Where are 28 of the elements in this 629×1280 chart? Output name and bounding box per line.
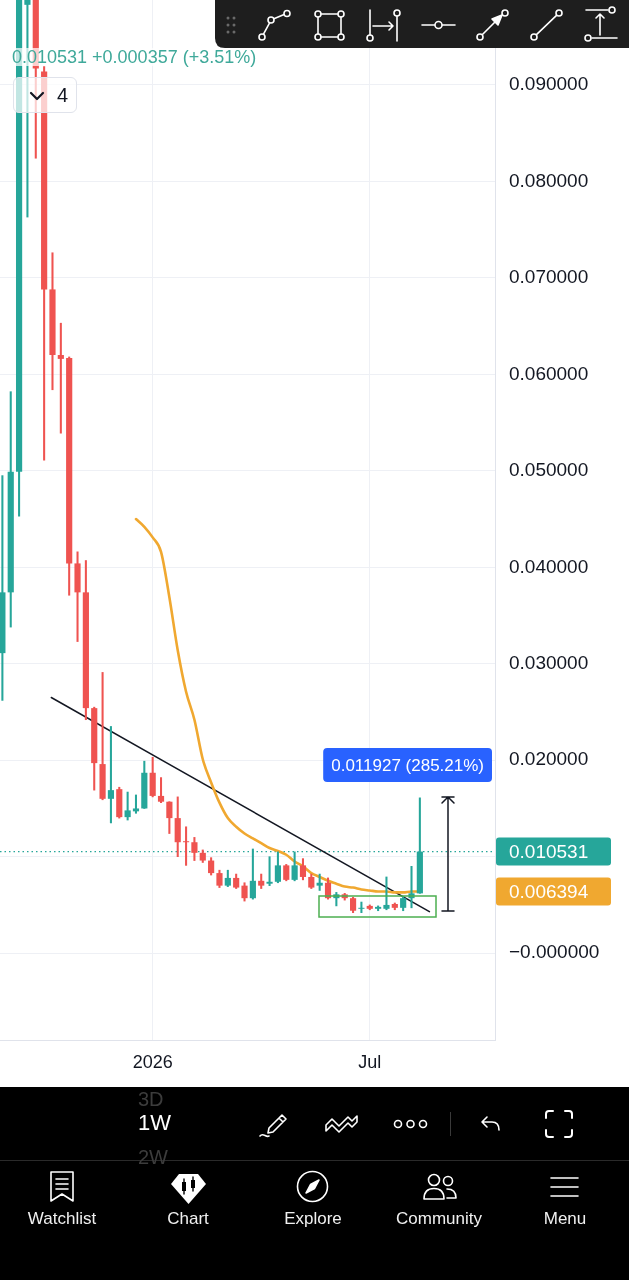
text: 2W <box>138 1145 168 1169</box>
text: Chart <box>166 1208 210 1230</box>
text: Community <box>395 1208 483 1230</box>
x-tick-label: 2026 <box>132 1051 173 1072</box>
x-tick-label: Jul <box>358 1051 382 1072</box>
y-tick-label: 0.060000 <box>509 362 589 384</box>
y-tick-label: −0.000000 <box>509 941 600 963</box>
ref-line-label: 0.010531 <box>509 840 589 862</box>
y-tick-label: 0.020000 <box>509 748 589 770</box>
text: 1W <box>138 1110 171 1135</box>
text: 3D <box>138 1087 164 1111</box>
candlestick <box>182 826 190 866</box>
y-tick-label: 0.050000 <box>509 459 589 481</box>
text: Watchlist <box>26 1208 98 1230</box>
annotation: 0.010531 +0.000357 (+3.51%) <box>10 47 259 67</box>
candlestick <box>57 322 64 434</box>
annotation: 4 <box>57 83 69 107</box>
y-tick-label: 0.090000 <box>509 73 589 95</box>
y-tick-label: 0.070000 <box>509 266 589 288</box>
annotation: 0.011927 (285.21%) <box>331 755 485 775</box>
text: Menu <box>542 1208 588 1230</box>
toggle-button: 4 <box>13 77 77 113</box>
candlestick <box>266 856 273 886</box>
y-tick-label: 0.080000 <box>509 169 589 191</box>
y-tick-label: 0.030000 <box>509 651 589 673</box>
text: 0.006394 <box>509 880 589 902</box>
text: Explore <box>283 1208 343 1230</box>
y-tick-label: 0.040000 <box>509 555 589 577</box>
